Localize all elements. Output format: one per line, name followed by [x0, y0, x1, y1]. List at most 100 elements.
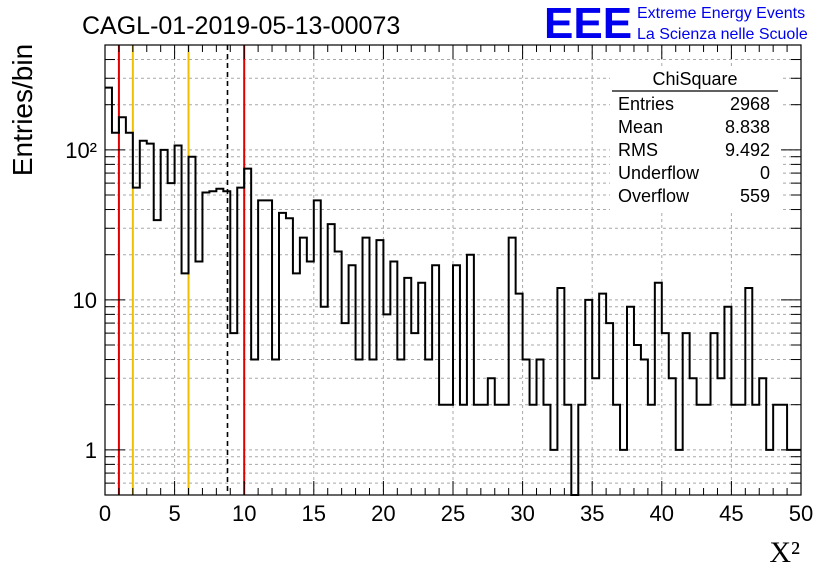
histogram-bin	[209, 191, 216, 495]
histogram-bin	[453, 265, 460, 495]
x-tick-label: 50	[789, 501, 813, 526]
histogram-bin	[411, 333, 418, 495]
histogram-bin	[293, 273, 300, 495]
x-tick-label: 40	[650, 501, 674, 526]
stats-row-value: 8.838	[725, 117, 770, 137]
x-tick-label: 10	[232, 501, 256, 526]
histogram-bin	[237, 188, 244, 495]
histogram-bin	[328, 224, 335, 495]
y-tick-label: 10²	[65, 138, 97, 163]
brand-line-2: La Scienza nelle Scuole	[637, 26, 808, 43]
histogram-bin	[606, 323, 613, 495]
stats-row-value: 9.492	[725, 140, 770, 160]
histogram	[105, 86, 801, 496]
histogram-bin	[550, 450, 557, 495]
histogram-bin	[265, 200, 272, 495]
histogram-bin	[390, 262, 397, 495]
histogram-bin	[272, 360, 279, 495]
histogram-bin	[662, 333, 669, 495]
histogram-bin	[460, 405, 467, 495]
histogram-bin	[202, 192, 209, 495]
stats-row-label: Overflow	[618, 186, 690, 206]
histogram-bin	[425, 360, 432, 495]
histogram-bin	[481, 405, 488, 495]
x-tick-label: 45	[719, 501, 743, 526]
histogram-bin	[745, 288, 752, 495]
histogram-bin	[641, 360, 648, 495]
chart-title: CAGL-01-2019-05-13-00073	[82, 12, 400, 40]
histogram-bin	[300, 238, 307, 495]
histogram-bin	[509, 238, 516, 495]
histogram-bin	[286, 218, 293, 495]
histogram-bin	[697, 405, 704, 495]
histogram-bin	[724, 307, 731, 495]
stats-row-label: RMS	[618, 140, 658, 160]
histogram-bin	[119, 117, 126, 495]
stats-row-label: Underflow	[618, 163, 700, 183]
histogram-bin	[349, 265, 356, 495]
histogram-bin	[307, 262, 314, 495]
histogram-bin	[655, 283, 662, 495]
brand-logo: EEE Extreme Energy Events La Scienza nel…	[544, 0, 808, 48]
histogram-bin	[446, 405, 453, 495]
stats-title: ChiSquare	[652, 69, 737, 89]
histogram-bin	[230, 333, 237, 495]
histogram-bin	[523, 360, 530, 495]
x-tick-labels: 0 5 10 15 20 25 30 35 40 45 50	[99, 501, 813, 526]
histogram-bin	[321, 307, 328, 495]
histogram-bin	[669, 378, 676, 495]
histogram-bin	[223, 191, 230, 495]
histogram-bin	[648, 405, 655, 495]
brand-line-1: Extreme Energy Events	[637, 5, 805, 22]
histogram-bin	[731, 405, 738, 495]
y-axis-title: Entries/bin	[7, 44, 38, 176]
histogram-bin	[244, 169, 251, 495]
histogram-bin	[599, 294, 606, 495]
axis-ticks	[104, 44, 802, 496]
x-tick-label: 15	[302, 501, 326, 526]
histogram-bin	[620, 450, 627, 495]
histogram-bin	[634, 345, 641, 495]
histogram-bin	[759, 378, 766, 495]
histogram-bin	[773, 405, 780, 495]
histogram-bin	[161, 150, 168, 495]
histogram-bin	[557, 288, 564, 495]
histogram-bin	[516, 294, 523, 495]
histogram-bin	[738, 405, 745, 495]
histogram-bin	[175, 145, 182, 495]
x-tick-label: 30	[510, 501, 534, 526]
histogram-bin	[335, 252, 342, 495]
histogram-bin	[467, 255, 474, 495]
stats-box: ChiSquare Entries 2968 Mean 8.838 RMS 9.492 Un…	[610, 68, 780, 212]
histogram-bin	[683, 333, 690, 495]
histogram-bin	[356, 360, 363, 495]
stats-row-label: Entries	[618, 94, 674, 114]
histogram-bin	[251, 360, 258, 495]
histogram-bin	[537, 360, 544, 495]
x-tick-label: 25	[441, 501, 465, 526]
eee-logo: EEE	[544, 0, 632, 48]
x-tick-label: 35	[580, 501, 604, 526]
histogram-bin	[147, 144, 154, 495]
histogram-bin	[439, 405, 446, 495]
histogram-bin	[154, 220, 161, 495]
histogram-bin	[369, 360, 376, 495]
y-tick-labels: 1 10 10²	[65, 138, 97, 463]
histogram-bin	[495, 405, 502, 495]
histogram-bin	[133, 188, 140, 495]
histogram-bin	[704, 405, 711, 495]
histogram-bin	[543, 405, 550, 495]
histogram-bin	[383, 314, 390, 495]
histogram-bin	[189, 157, 196, 495]
histogram-bin	[676, 450, 683, 495]
histogram-bin	[404, 278, 411, 495]
histogram-bin	[279, 213, 286, 495]
histogram-bin	[195, 262, 202, 495]
histogram-bin	[126, 133, 133, 495]
histogram-bin	[363, 238, 370, 495]
stats-row-value: 559	[740, 186, 770, 206]
y-tick-label: 10	[73, 288, 97, 313]
x-tick-label: 20	[371, 501, 395, 526]
histogram-bin	[216, 189, 223, 495]
